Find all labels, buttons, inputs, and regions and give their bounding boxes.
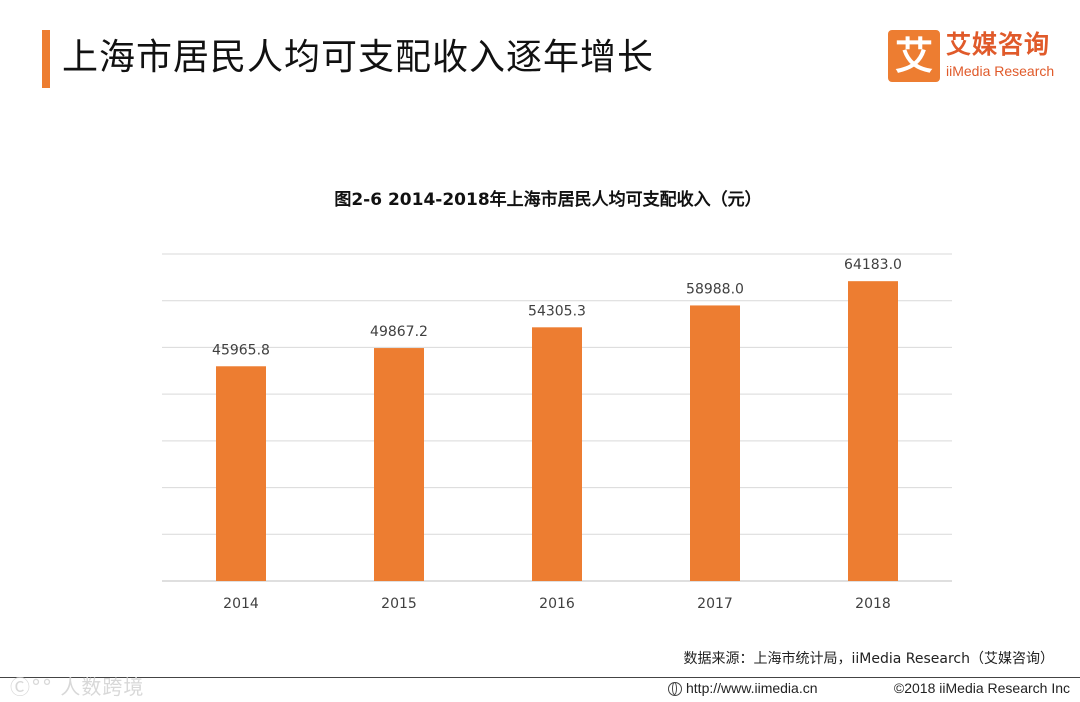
chart-title: 图2-6 2014-2018年上海市居民人均可支配收入（元） [334, 189, 761, 210]
x-tick-2015: 2015 [381, 596, 417, 612]
title-accent-bar [42, 30, 50, 88]
footer-url-text: http://www.iimedia.cn [686, 680, 818, 696]
footer-url-link[interactable]: http://www.iimedia.cn [668, 680, 818, 696]
bar-2018 [848, 281, 898, 581]
x-tick-2017: 2017 [697, 596, 733, 612]
x-tick-2018: 2018 [855, 596, 891, 612]
logo-name-en: iiMedia Research [946, 63, 1055, 79]
logo-name-cn: 艾媒咨询 [946, 30, 1051, 59]
data-label-2015: 49867.2 [370, 324, 428, 340]
footer-copyright: ©2018 iiMedia Research Inc [893, 680, 1070, 696]
bar-2016 [532, 327, 582, 581]
bar-2017 [690, 305, 740, 581]
data-label-2017: 58988.0 [686, 281, 744, 297]
page-title: 上海市居民人均可支配收入逐年增长 [62, 37, 655, 78]
x-tick-2016: 2016 [539, 596, 575, 612]
logo-mark-icon: 艾 [888, 30, 940, 82]
footer-divider [0, 677, 1080, 678]
x-tick-2014: 2014 [223, 596, 259, 612]
chart-bars [216, 281, 898, 581]
globe-icon [668, 682, 682, 696]
chart-x-ticks: 2014 2015 2016 2017 2018 [223, 596, 891, 612]
bar-chart: 图2-6 2014-2018年上海市居民人均可支配收入（元） 45965.8 49… [162, 189, 952, 612]
data-label-2016: 54305.3 [528, 303, 586, 319]
data-label-2014: 45965.8 [212, 342, 270, 358]
watermark: Ⓒ°° 人数跨境 [10, 675, 145, 699]
brand-logo: 艾 艾媒咨询 iiMedia Research [888, 30, 1068, 82]
data-label-2018: 64183.0 [844, 257, 902, 273]
chart-data-labels: 45965.8 49867.2 54305.3 58988.0 64183.0 [212, 257, 902, 358]
bar-2015 [374, 348, 424, 581]
data-source-note: 数据来源：上海市统计局，iiMedia Research（艾媒咨询） [683, 651, 1055, 667]
bar-2014 [216, 366, 266, 581]
